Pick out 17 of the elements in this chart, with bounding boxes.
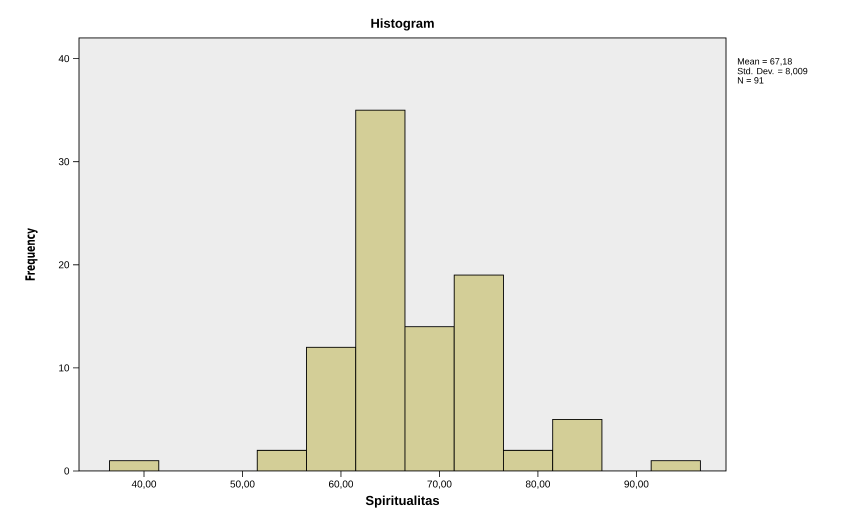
y-axis-title: Frequency bbox=[25, 228, 38, 280]
x-tick-label: 80,00 bbox=[526, 480, 550, 489]
chart-title: Histogram bbox=[371, 18, 434, 30]
x-tick-label: 60,00 bbox=[328, 480, 354, 489]
text: N = 91 bbox=[738, 77, 764, 84]
y-tick-label: 30 bbox=[58, 158, 70, 166]
x-tick-label: 50,00 bbox=[230, 480, 255, 489]
text: Std. Dev. = 8,009 bbox=[738, 68, 808, 76]
y-tick-label: 40 bbox=[58, 55, 70, 62]
x-tick-label: 90,00 bbox=[624, 480, 648, 489]
y-tick-label: 10 bbox=[59, 364, 70, 372]
x-tick-label: 70,00 bbox=[427, 480, 452, 489]
y-tick-label: 0 bbox=[64, 467, 70, 475]
y-tick-label: 20 bbox=[58, 261, 70, 268]
x-axis-title: Spiritualitas bbox=[366, 496, 440, 508]
text: Mean = 67,18 bbox=[738, 58, 792, 66]
x-tick-label: 40,00 bbox=[132, 480, 156, 489]
